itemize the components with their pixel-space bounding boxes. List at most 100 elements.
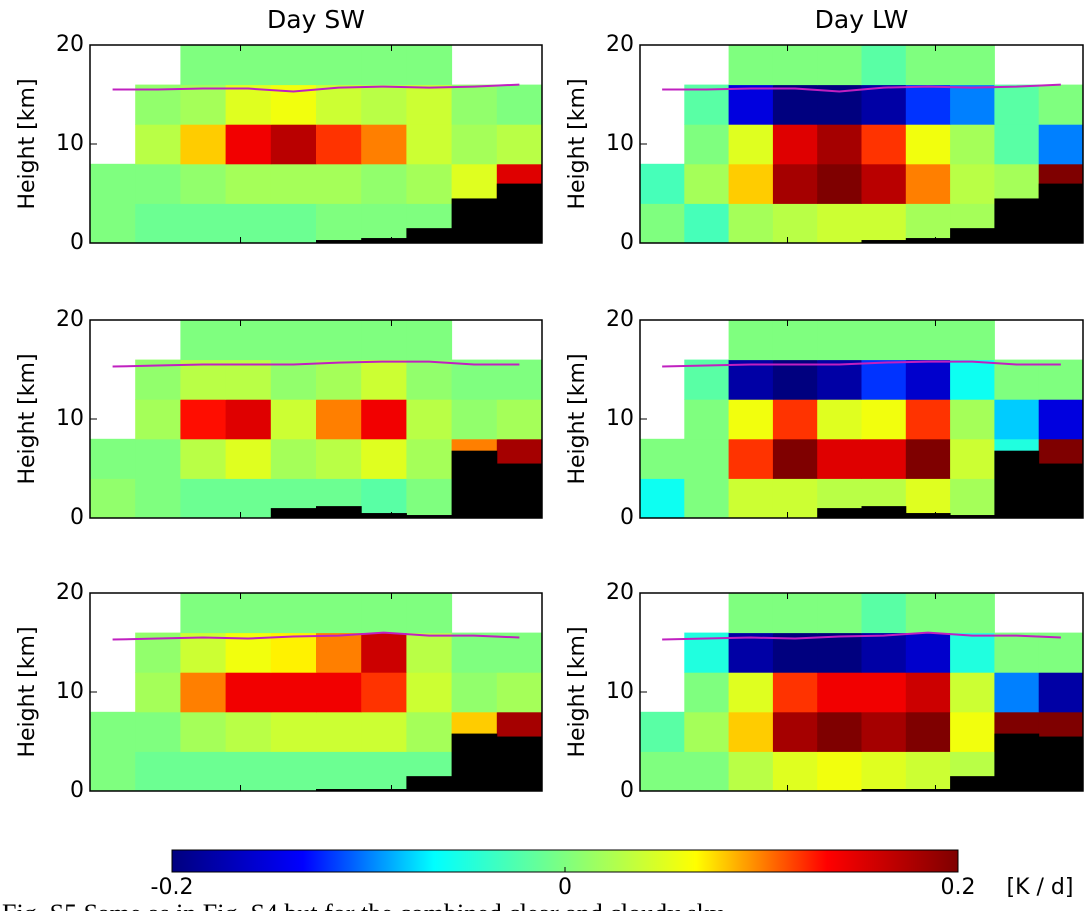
heat-cell [817,711,862,752]
heat-cell [994,163,1040,204]
surface-bar [861,789,907,791]
heat-cell [361,359,407,400]
heat-cell [817,593,862,634]
surface-bar [496,463,543,518]
surface-bar [1038,463,1084,518]
caption: Fig. S5 Same as in Fig. S4 but for the c… [2,899,723,911]
surface-bar [861,506,907,518]
heat-cell [180,124,227,165]
heat-cell [406,45,453,86]
heat-cell [684,84,730,125]
heat-cell [270,359,317,400]
y-tick-label: 0 [620,778,634,803]
surface-bar [861,240,907,243]
heat-cell [180,84,227,125]
heat-cell [861,45,907,86]
y-tick-label: 10 [56,406,84,431]
heat-cell [905,124,951,165]
heat-cell [135,672,181,713]
surface-bar [950,228,995,243]
surface-bar [451,733,498,791]
y-tick-label: 0 [620,230,634,255]
heat-cell [316,84,362,125]
heat-cell [817,359,862,400]
heat-cell [361,163,407,204]
heat-cell [225,203,272,244]
heat-cell [772,672,818,713]
heat-cell [406,632,453,673]
heat-cell [861,751,907,792]
heat-cell [316,438,362,479]
heat-cell [225,751,272,792]
heat-cell [950,320,995,361]
heat-cell [817,124,862,165]
tropopause-line [112,631,520,641]
heat-cell [406,359,453,400]
heat-cell [270,399,317,440]
heat-cell [817,399,862,440]
heat-cell [1038,124,1084,165]
y-tick-label: 0 [70,230,84,255]
heat-cell [728,163,774,204]
heat-cell [135,399,181,440]
heat-cell [316,751,362,792]
heat-cell [406,163,453,204]
y-tick-label: 20 [606,32,634,57]
heat-cell [950,124,995,165]
heat-cell [950,399,995,440]
heat-cell [180,632,227,673]
surface-bar [1038,183,1084,243]
heat-cell [361,45,407,86]
heat-cell [861,320,907,361]
heat-cell [1038,84,1084,125]
heat-cell [496,672,543,713]
heat-cell [994,84,1040,125]
heat-cell [270,163,317,204]
heat-cell [180,751,227,792]
surface-bar [994,198,1040,243]
heat-cell [728,399,774,440]
heat-cell [90,438,136,479]
heat-cell [772,438,818,479]
surface-bar [316,789,362,791]
heat-cell [225,711,272,752]
heat-cell [361,632,407,673]
heat-cell [905,359,951,400]
heat-cell [817,45,862,86]
heat-cell [135,124,181,165]
y-tick-label: 20 [606,307,634,332]
heat-cell [316,124,362,165]
heat-cell [270,593,317,634]
heat-cell [950,84,995,125]
heat-cell [180,711,227,752]
heat-cell [905,399,951,440]
heat-cell [994,359,1040,400]
heat-cell [994,124,1040,165]
heat-cell [180,672,227,713]
heat-cell [905,203,951,244]
heat-cell [684,672,730,713]
heat-cell [817,163,862,204]
y-axis-label: Height [km] [15,626,40,757]
heat-cell [640,711,685,752]
heat-cell [406,672,453,713]
heat-cell [772,711,818,752]
surface-bar [406,228,453,243]
heat-cell [316,632,362,673]
heat-cell [316,203,362,244]
heat-cell [905,84,951,125]
heat-cell [772,203,818,244]
heat-cell [225,672,272,713]
heat-cell [817,751,862,792]
heat-cell [728,711,774,752]
heat-cell [90,711,136,752]
y-axis-label: Height [km] [15,353,40,484]
surface-bar [406,776,453,791]
heat-cell [406,438,453,479]
heat-cell [950,438,995,479]
heat-cell [950,45,995,86]
heat-cell [180,478,227,519]
heat-cell [861,124,907,165]
heat-cell [496,124,543,165]
